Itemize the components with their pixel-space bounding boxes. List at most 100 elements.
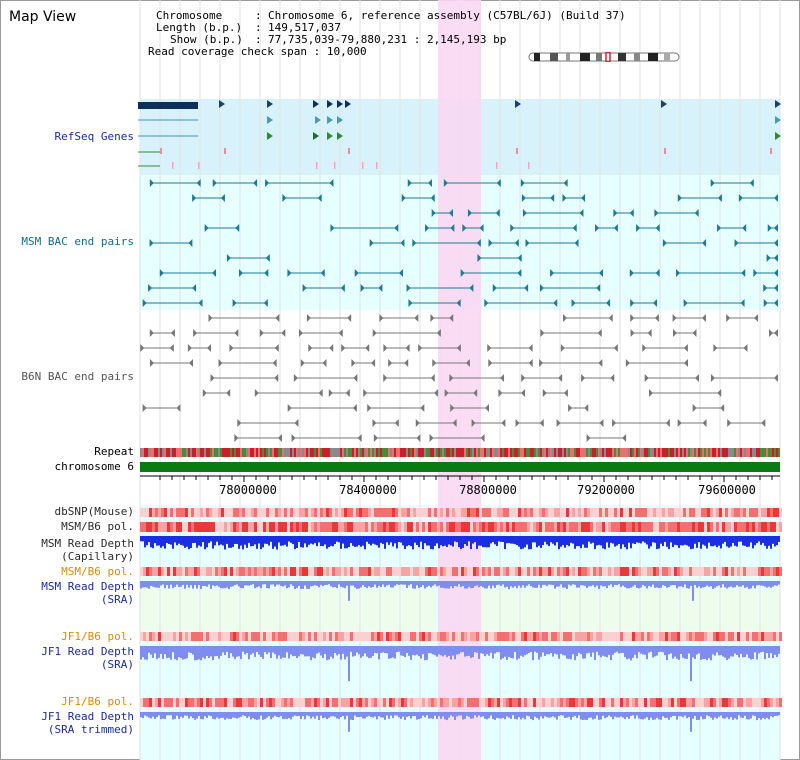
polymorphism-feature[interactable]: [689, 698, 692, 707]
polymorphism-feature[interactable]: [707, 632, 710, 641]
bac-end-feature[interactable]: [488, 359, 493, 367]
polymorphism-feature[interactable]: [458, 567, 461, 576]
bac-end-feature[interactable]: [415, 419, 420, 427]
polymorphism-feature[interactable]: [590, 567, 593, 576]
polymorphism-feature[interactable]: [602, 698, 605, 707]
repeat-feature[interactable]: [534, 448, 536, 457]
gene-feature[interactable]: [515, 100, 521, 108]
polymorphism-feature[interactable]: [194, 632, 197, 641]
polymorphism-feature[interactable]: [335, 698, 338, 707]
polymorphism-feature[interactable]: [335, 632, 338, 641]
polymorphism-feature[interactable]: [716, 632, 719, 641]
polymorphism-feature[interactable]: [593, 632, 596, 641]
polymorphism-feature[interactable]: [395, 567, 398, 576]
bac-end-feature[interactable]: [149, 239, 154, 247]
polymorphism-feature[interactable]: [320, 698, 323, 707]
polymorphism-feature[interactable]: [257, 522, 260, 532]
repeat-feature[interactable]: [660, 448, 662, 457]
polymorphism-feature[interactable]: [497, 632, 500, 641]
polymorphism-feature[interactable]: [359, 698, 362, 707]
polymorphism-feature[interactable]: [662, 508, 665, 517]
bac-end-feature[interactable]: [553, 299, 558, 307]
bac-end-feature[interactable]: [287, 269, 292, 277]
repeat-feature[interactable]: [426, 448, 428, 457]
polymorphism-feature[interactable]: [500, 508, 503, 517]
polymorphism-feature[interactable]: [680, 698, 683, 707]
repeat-feature[interactable]: [298, 448, 300, 457]
polymorphism-feature[interactable]: [230, 698, 233, 707]
polymorphism-feature[interactable]: [710, 567, 713, 576]
polymorphism-feature[interactable]: [611, 522, 614, 532]
repeat-feature[interactable]: [384, 448, 386, 457]
bac-end-feature[interactable]: [510, 224, 515, 232]
repeat-feature[interactable]: [716, 448, 718, 457]
polymorphism-feature[interactable]: [152, 508, 155, 517]
bac-end-feature[interactable]: [436, 329, 441, 337]
polymorphism-feature[interactable]: [416, 522, 419, 532]
repeat-feature[interactable]: [538, 448, 540, 457]
repeat-feature[interactable]: [456, 448, 458, 457]
polymorphism-feature[interactable]: [650, 567, 653, 576]
polymorphism-feature[interactable]: [398, 508, 401, 517]
polymorphism-feature[interactable]: [185, 522, 188, 532]
polymorphism-feature[interactable]: [683, 508, 686, 517]
polymorphism-feature[interactable]: [164, 698, 167, 707]
repeat-feature[interactable]: [720, 448, 722, 457]
polymorphism-feature[interactable]: [284, 522, 287, 532]
bac-end-feature[interactable]: [598, 359, 603, 367]
bac-end-feature[interactable]: [488, 239, 493, 247]
polymorphism-feature[interactable]: [239, 567, 242, 576]
repeat-feature[interactable]: [460, 448, 462, 457]
polymorphism-feature[interactable]: [293, 632, 296, 641]
polymorphism-feature[interactable]: [251, 698, 254, 707]
repeat-feature[interactable]: [226, 448, 228, 457]
bac-end-feature[interactable]: [727, 419, 732, 427]
bac-end-feature[interactable]: [192, 194, 197, 202]
polymorphism-feature[interactable]: [674, 632, 677, 641]
polymorphism-feature[interactable]: [671, 522, 674, 532]
repeat-feature[interactable]: [500, 448, 502, 457]
polymorphism-feature[interactable]: [659, 567, 662, 576]
polymorphism-feature[interactable]: [761, 508, 764, 517]
polymorphism-feature[interactable]: [140, 567, 143, 576]
polymorphism-feature[interactable]: [653, 567, 656, 576]
repeat-feature[interactable]: [762, 448, 764, 457]
bac-end-feature[interactable]: [774, 299, 778, 307]
polymorphism-feature[interactable]: [623, 567, 626, 576]
bac-end-feature[interactable]: [683, 299, 688, 307]
polymorphism-feature[interactable]: [650, 632, 653, 641]
polymorphism-feature[interactable]: [254, 522, 257, 532]
polymorphism-feature[interactable]: [578, 567, 581, 576]
polymorphism-feature[interactable]: [656, 522, 659, 532]
bac-end-feature[interactable]: [520, 389, 525, 397]
polymorphism-feature[interactable]: [188, 632, 191, 641]
polymorphism-feature[interactable]: [218, 632, 221, 641]
repeat-feature[interactable]: [400, 448, 402, 457]
bac-end-feature[interactable]: [702, 419, 707, 427]
polymorphism-feature[interactable]: [590, 698, 593, 707]
bac-end-feature[interactable]: [379, 314, 384, 322]
polymorphism-feature[interactable]: [701, 698, 704, 707]
polymorphism-feature[interactable]: [485, 698, 488, 707]
repeat-feature[interactable]: [680, 448, 682, 457]
polymorphism-feature[interactable]: [158, 698, 161, 707]
polymorphism-feature[interactable]: [677, 508, 680, 517]
polymorphism-feature[interactable]: [557, 567, 560, 576]
repeat-feature[interactable]: [470, 448, 472, 457]
polymorphism-feature[interactable]: [242, 698, 245, 707]
repeat-feature[interactable]: [474, 448, 476, 457]
polymorphism-feature[interactable]: [677, 632, 680, 641]
polymorphism-feature[interactable]: [626, 567, 629, 576]
polymorphism-feature[interactable]: [371, 632, 374, 641]
polymorphism-feature[interactable]: [515, 508, 518, 517]
polymorphism-feature[interactable]: [209, 508, 212, 517]
repeat-feature[interactable]: [412, 448, 414, 457]
polymorphism-feature[interactable]: [176, 698, 179, 707]
gene-feature[interactable]: [160, 148, 162, 154]
polymorphism-feature[interactable]: [395, 632, 398, 641]
polymorphism-feature[interactable]: [257, 698, 260, 707]
repeat-feature[interactable]: [704, 448, 706, 457]
polymorphism-feature[interactable]: [674, 698, 677, 707]
polymorphism-feature[interactable]: [755, 698, 758, 707]
polymorphism-feature[interactable]: [302, 698, 305, 707]
